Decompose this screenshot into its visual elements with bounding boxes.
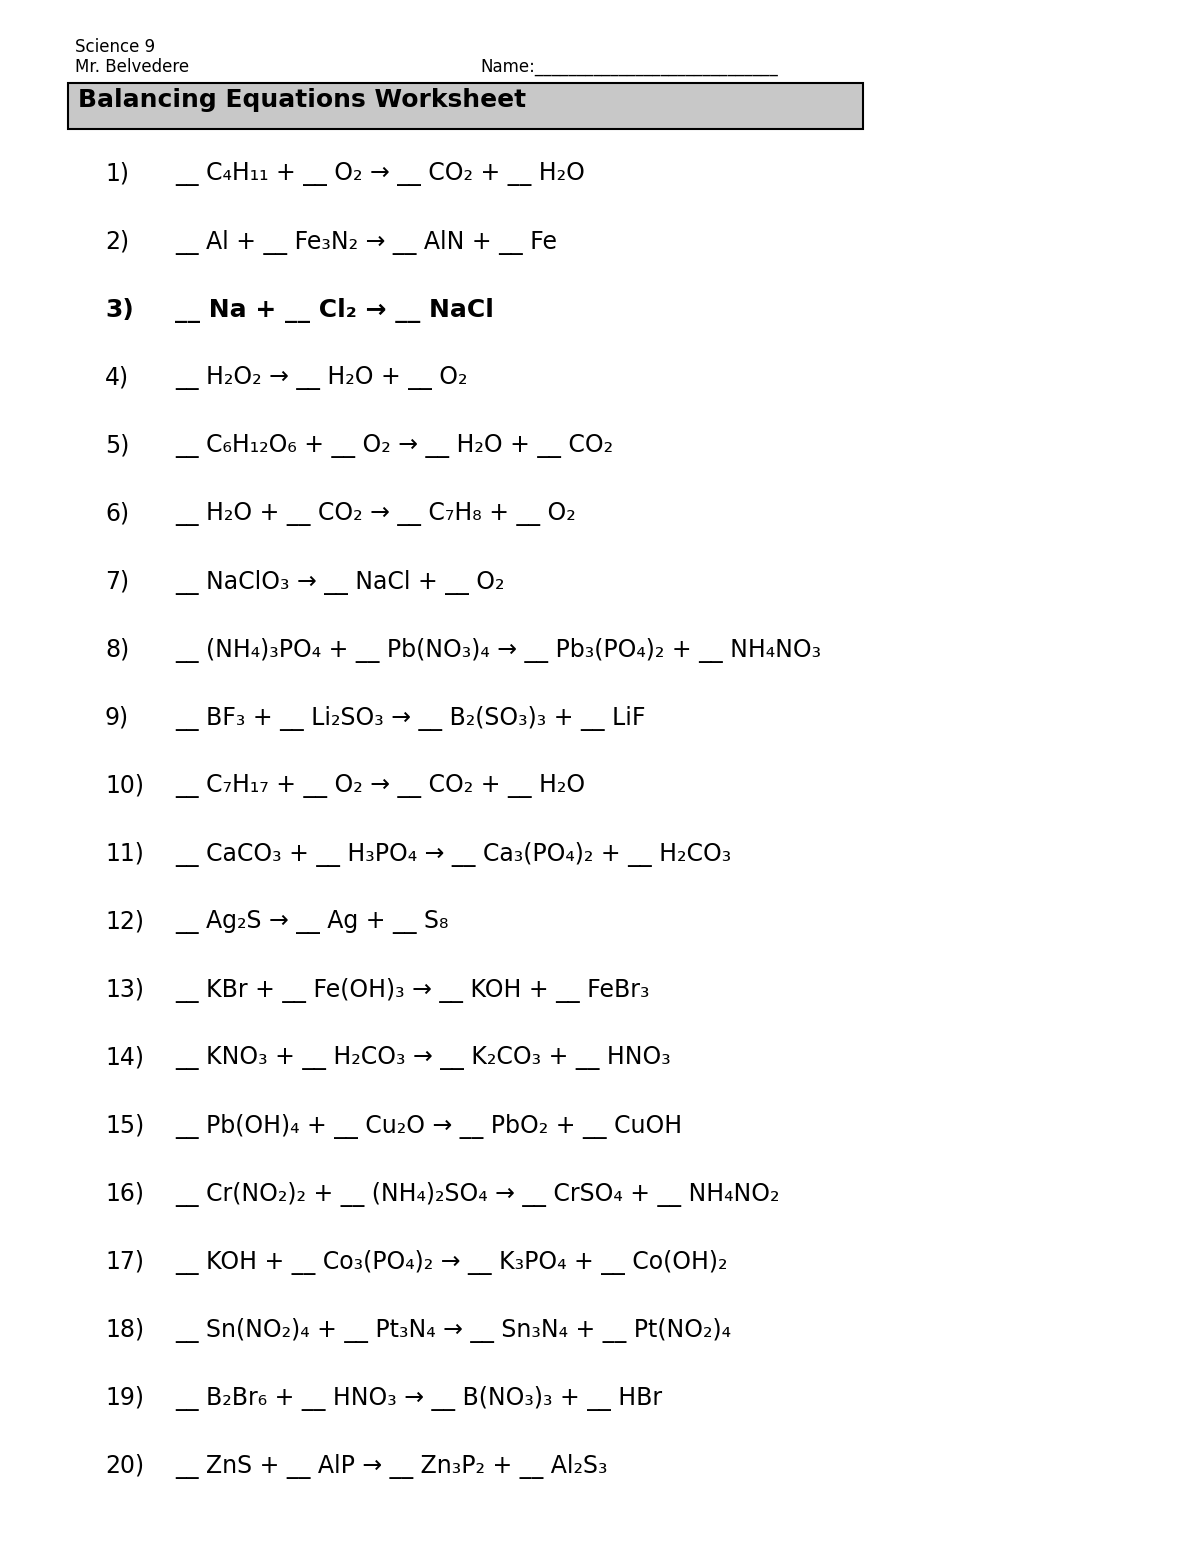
Text: __ H₂O + __ CO₂ → __ C₇H₈ + __ O₂: __ H₂O + __ CO₂ → __ C₇H₈ + __ O₂ xyxy=(175,502,576,526)
Text: Science 9: Science 9 xyxy=(74,37,155,56)
Text: 15): 15) xyxy=(106,1114,144,1138)
Text: 13): 13) xyxy=(106,978,144,1002)
Text: __ NaClO₃ → __ NaCl + __ O₂: __ NaClO₃ → __ NaCl + __ O₂ xyxy=(175,570,504,595)
Text: Balancing Equations Worksheet: Balancing Equations Worksheet xyxy=(78,89,526,112)
Text: __ BF₃ + __ Li₂SO₃ → __ B₂(SO₃)₃ + __ LiF: __ BF₃ + __ Li₂SO₃ → __ B₂(SO₃)₃ + __ Li… xyxy=(175,707,646,731)
FancyBboxPatch shape xyxy=(68,82,863,129)
Text: 11): 11) xyxy=(106,842,144,867)
Text: __ C₆H₁₂O₆ + __ O₂ → __ H₂O + __ CO₂: __ C₆H₁₂O₆ + __ O₂ → __ H₂O + __ CO₂ xyxy=(175,433,613,458)
Text: __ Sn(NO₂)₄ + __ Pt₃N₄ → __ Sn₃N₄ + __ Pt(NO₂)₄: __ Sn(NO₂)₄ + __ Pt₃N₄ → __ Sn₃N₄ + __ P… xyxy=(175,1318,731,1343)
Text: 14): 14) xyxy=(106,1047,144,1070)
Text: 16): 16) xyxy=(106,1182,144,1207)
Text: __ Ag₂S → __ Ag + __ S₈: __ Ag₂S → __ Ag + __ S₈ xyxy=(175,910,449,933)
Text: Mr. Belvedere: Mr. Belvedere xyxy=(74,57,190,76)
Text: __ C₄H₁₁ + __ O₂ → __ CO₂ + __ H₂O: __ C₄H₁₁ + __ O₂ → __ CO₂ + __ H₂O xyxy=(175,162,584,186)
Text: 4): 4) xyxy=(106,367,130,390)
Text: 9): 9) xyxy=(106,707,130,730)
Text: __ B₂Br₆ + __ HNO₃ → __ B(NO₃)₃ + __ HBr: __ B₂Br₆ + __ HNO₃ → __ B(NO₃)₃ + __ HBr xyxy=(175,1385,662,1412)
Text: 6): 6) xyxy=(106,502,130,526)
Text: __ ZnS + __ AlP → __ Zn₃P₂ + __ Al₂S₃: __ ZnS + __ AlP → __ Zn₃P₂ + __ Al₂S₃ xyxy=(175,1454,607,1478)
Text: Name:_____________________________: Name:_____________________________ xyxy=(480,57,778,76)
Text: 17): 17) xyxy=(106,1250,144,1273)
Text: __ KBr + __ Fe(OH)₃ → __ KOH + __ FeBr₃: __ KBr + __ Fe(OH)₃ → __ KOH + __ FeBr₃ xyxy=(175,978,649,1003)
Text: __ Pb(OH)₄ + __ Cu₂O → __ PbO₂ + __ CuOH: __ Pb(OH)₄ + __ Cu₂O → __ PbO₂ + __ CuOH xyxy=(175,1114,682,1138)
Text: __ (NH₄)₃PO₄ + __ Pb(NO₃)₄ → __ Pb₃(PO₄)₂ + __ NH₄NO₃: __ (NH₄)₃PO₄ + __ Pb(NO₃)₄ → __ Pb₃(PO₄)… xyxy=(175,638,821,663)
Text: 18): 18) xyxy=(106,1318,144,1342)
Text: 8): 8) xyxy=(106,638,130,662)
Text: __ CaCO₃ + __ H₃PO₄ → __ Ca₃(PO₄)₂ + __ H₂CO₃: __ CaCO₃ + __ H₃PO₄ → __ Ca₃(PO₄)₂ + __ … xyxy=(175,842,731,867)
Text: 20): 20) xyxy=(106,1454,144,1478)
Text: __ C₇H₁₇ + __ O₂ → __ CO₂ + __ H₂O: __ C₇H₁₇ + __ O₂ → __ CO₂ + __ H₂O xyxy=(175,773,586,798)
Text: __ KNO₃ + __ H₂CO₃ → __ K₂CO₃ + __ HNO₃: __ KNO₃ + __ H₂CO₃ → __ K₂CO₃ + __ HNO₃ xyxy=(175,1047,671,1070)
Text: 12): 12) xyxy=(106,910,144,933)
Text: __ H₂O₂ → __ H₂O + __ O₂: __ H₂O₂ → __ H₂O + __ O₂ xyxy=(175,367,468,390)
Text: __ Na + __ Cl₂ → __ NaCl: __ Na + __ Cl₂ → __ NaCl xyxy=(175,298,494,323)
Text: __ KOH + __ Co₃(PO₄)₂ → __ K₃PO₄ + __ Co(OH)₂: __ KOH + __ Co₃(PO₄)₂ → __ K₃PO₄ + __ Co… xyxy=(175,1250,727,1275)
Text: 10): 10) xyxy=(106,773,144,798)
Text: 3): 3) xyxy=(106,298,133,321)
Text: 2): 2) xyxy=(106,230,130,255)
Text: 5): 5) xyxy=(106,433,130,458)
Text: 7): 7) xyxy=(106,570,130,593)
Text: __ Cr(NO₂)₂ + __ (NH₄)₂SO₄ → __ CrSO₄ + __ NH₄NO₂: __ Cr(NO₂)₂ + __ (NH₄)₂SO₄ → __ CrSO₄ + … xyxy=(175,1182,780,1207)
Text: 1): 1) xyxy=(106,162,130,186)
Text: 19): 19) xyxy=(106,1385,144,1410)
Text: __ Al + __ Fe₃N₂ → __ AlN + __ Fe: __ Al + __ Fe₃N₂ → __ AlN + __ Fe xyxy=(175,230,557,255)
